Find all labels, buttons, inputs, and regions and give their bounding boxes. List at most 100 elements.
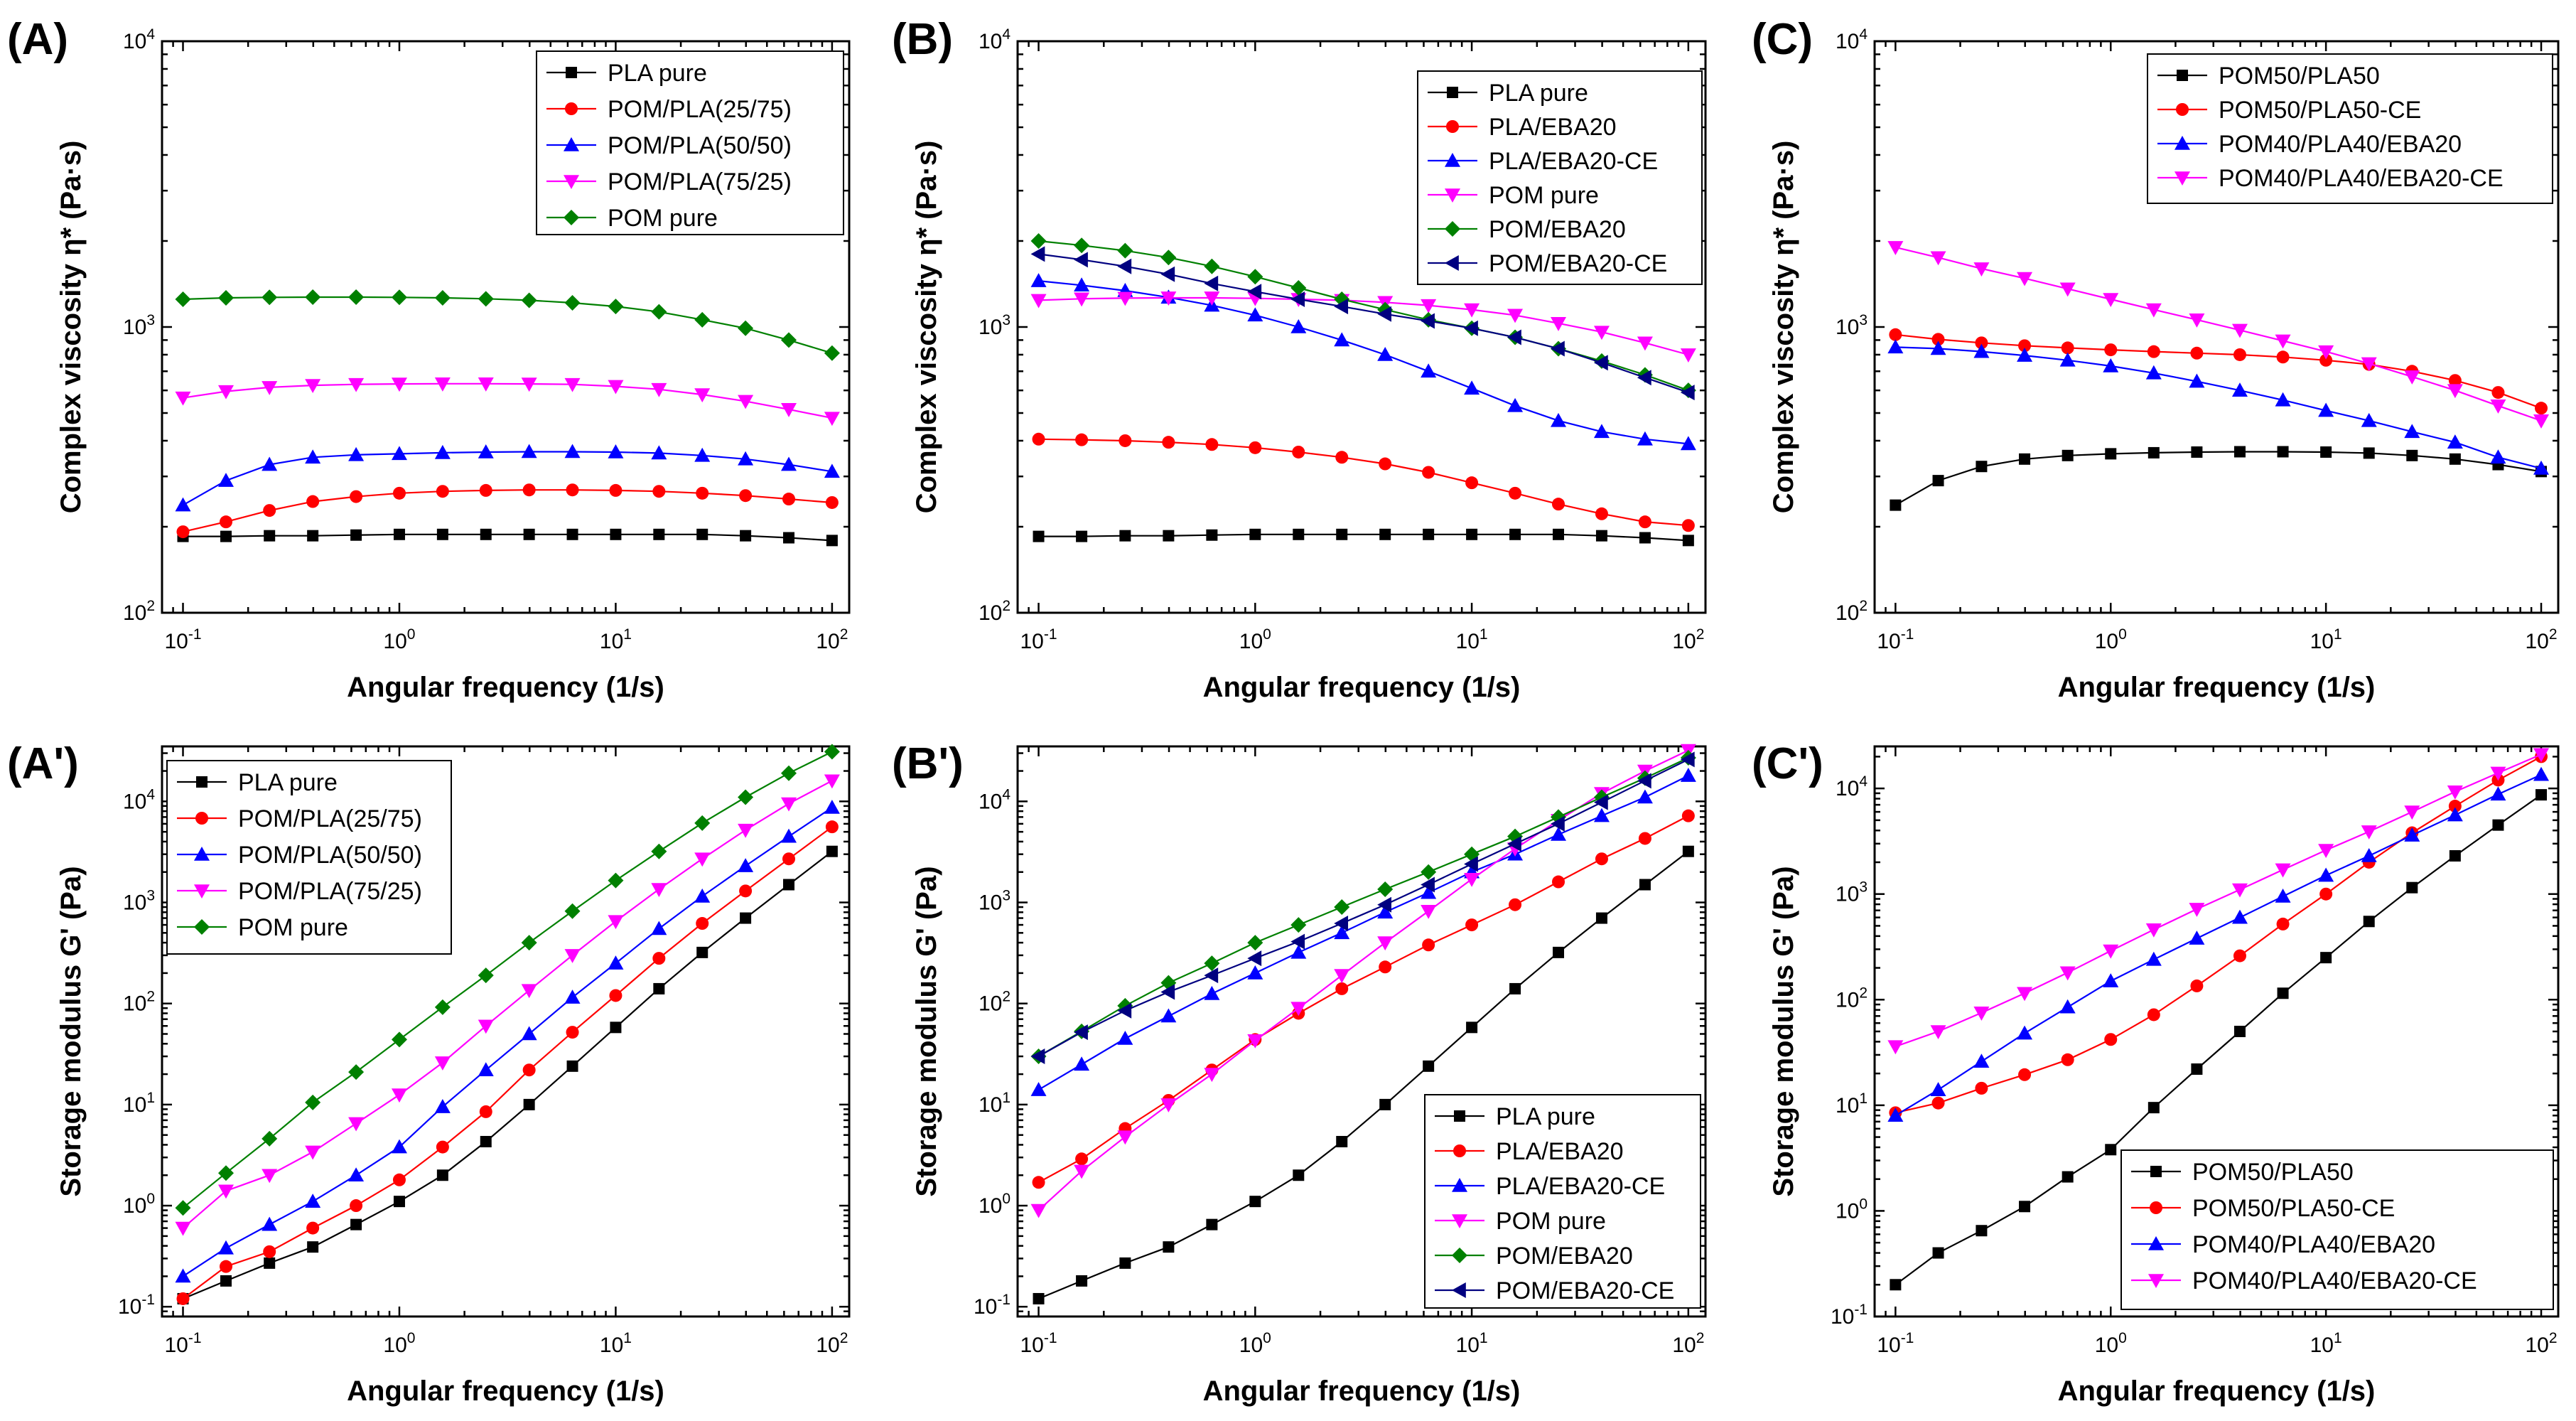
data-point	[391, 446, 407, 461]
series-1	[1889, 328, 2548, 415]
series-4	[175, 289, 840, 361]
data-point	[566, 1026, 579, 1039]
data-point	[608, 915, 624, 930]
data-point	[1595, 912, 1607, 924]
data-point	[348, 1064, 365, 1081]
data-point	[1507, 309, 1524, 323]
data-point	[781, 332, 797, 348]
panel-label: (C')	[1752, 739, 1823, 788]
series-2	[1887, 766, 2550, 1122]
data-point	[610, 1021, 622, 1034]
legend-marker	[1447, 87, 1458, 98]
data-point	[653, 528, 665, 540]
data-point	[1030, 1203, 1047, 1218]
series-line	[183, 489, 832, 533]
data-point	[2147, 345, 2160, 358]
data-point	[1117, 1130, 1133, 1145]
data-point	[2231, 883, 2248, 898]
data-point	[1593, 424, 1610, 439]
data-point	[350, 490, 363, 503]
data-point	[1206, 1218, 1218, 1230]
data-point	[1334, 916, 1349, 932]
data-point	[2062, 449, 2074, 461]
legend-marker	[2148, 1236, 2164, 1250]
x-axis-title: Angular frequency (1/s)	[1203, 1376, 1521, 1407]
data-point	[521, 935, 537, 951]
data-point	[1205, 438, 1219, 451]
data-point	[1593, 355, 1608, 371]
data-point	[738, 789, 754, 805]
legend: POM50/PLA50 POM50/PLA50-CE POM40/PLA40/EBA…	[2147, 53, 2553, 204]
data-point	[696, 917, 709, 931]
data-point	[436, 1140, 449, 1154]
data-point	[1887, 1108, 1904, 1122]
series-line	[1038, 296, 1689, 356]
data-point	[1680, 348, 1696, 363]
plot-area	[161, 745, 851, 1318]
data-point	[781, 403, 797, 417]
data-point	[2491, 386, 2505, 400]
data-point	[1204, 258, 1220, 274]
data-point	[2277, 446, 2289, 458]
legend-label: POM/PLA(50/50)	[608, 132, 792, 159]
data-point	[651, 921, 667, 935]
y-tick-label: 104	[1836, 26, 1868, 53]
series-line	[1895, 451, 2542, 506]
data-point	[480, 528, 492, 540]
data-point	[824, 463, 840, 478]
data-point	[1890, 1279, 1902, 1291]
data-point	[2191, 446, 2203, 458]
data-point	[1637, 789, 1653, 804]
data-point	[1930, 1025, 1946, 1039]
data-point	[2490, 786, 2506, 801]
data-point	[348, 377, 365, 392]
data-point	[608, 444, 624, 459]
data-point	[2061, 341, 2074, 355]
data-point	[1117, 1002, 1132, 1019]
data-point	[651, 445, 667, 460]
data-point	[1930, 340, 1946, 355]
data-point	[262, 456, 278, 471]
data-point	[1639, 532, 1651, 544]
x-tick-label: 100	[1239, 626, 1271, 653]
data-point	[1421, 884, 1437, 899]
data-point	[2059, 999, 2076, 1014]
data-point	[1422, 938, 1435, 952]
data-point	[738, 858, 754, 872]
legend-marker	[194, 884, 210, 899]
data-point	[825, 820, 839, 834]
data-point	[1117, 1031, 1133, 1045]
series-5	[1030, 751, 1695, 1065]
x-tick-label: 101	[600, 626, 632, 653]
data-point	[739, 489, 753, 503]
data-point	[1290, 319, 1307, 333]
legend-marker	[564, 137, 579, 151]
data-point	[1160, 984, 1175, 1000]
legend-marker	[196, 776, 208, 788]
data-point	[1464, 303, 1480, 318]
x-tick-label: 100	[1239, 1330, 1271, 1357]
legend-label: PLA/EBA20	[1496, 1138, 1624, 1165]
data-point	[2233, 949, 2246, 962]
legend-label: POM/EBA20	[1496, 1243, 1633, 1270]
data-point	[1421, 876, 1435, 893]
data-point	[740, 912, 752, 924]
data-point	[1464, 872, 1480, 887]
series-line	[182, 451, 833, 506]
series-line	[1895, 346, 2542, 469]
data-point	[2059, 966, 2076, 981]
data-point	[262, 381, 278, 395]
data-point	[2449, 453, 2461, 465]
x-axis-title: Angular frequency (1/s)	[2058, 672, 2376, 703]
data-point	[1551, 317, 1567, 331]
legend-label: POM pure	[238, 914, 348, 941]
data-point	[2319, 887, 2333, 901]
data-point	[2147, 1102, 2160, 1114]
data-point	[1247, 307, 1263, 322]
x-axis-title: Angular frequency (1/s)	[2058, 1376, 2376, 1407]
x-axis-title: Angular frequency (1/s)	[347, 1376, 664, 1407]
data-point	[1247, 1034, 1263, 1049]
y-tick-label: 104	[1836, 773, 1868, 800]
data-point	[1464, 856, 1478, 872]
data-point	[1119, 434, 1132, 447]
